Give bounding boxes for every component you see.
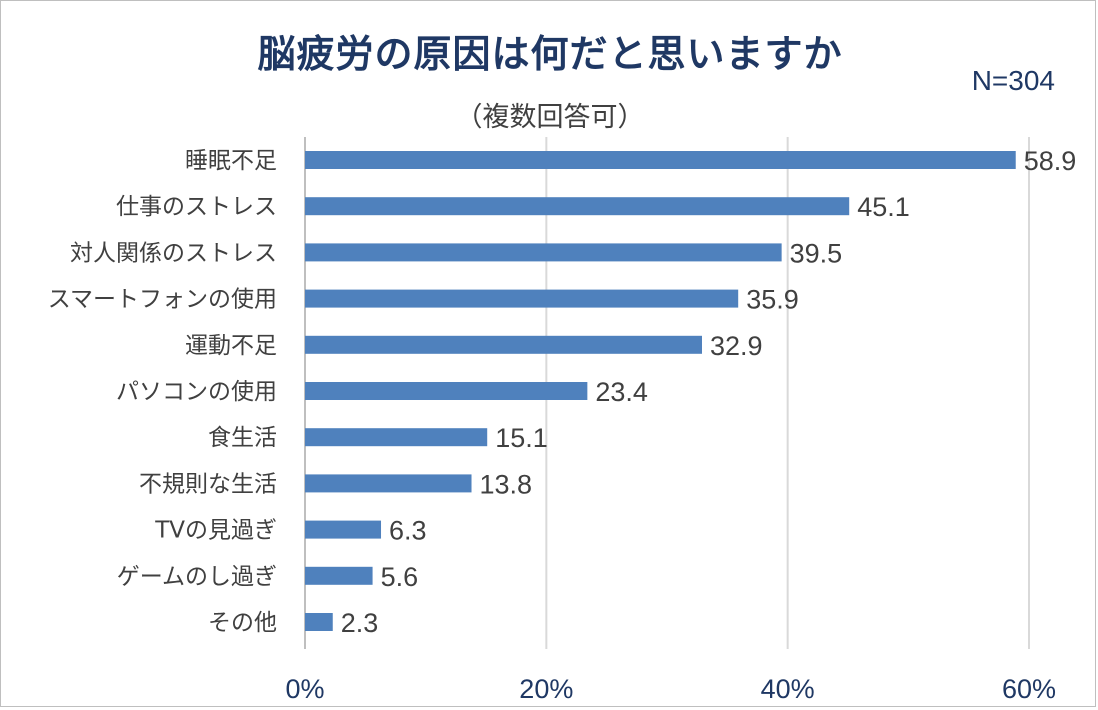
bar: [305, 289, 739, 308]
bar: [305, 335, 702, 354]
value-label: 58.9: [1024, 146, 1077, 176]
x-tick-label: 20%: [519, 674, 573, 704]
value-label: 5.6: [381, 562, 419, 592]
value-label: 6.3: [389, 516, 427, 546]
category-label: 仕事のストレス: [116, 194, 277, 220]
category-label: 運動不足: [185, 333, 277, 359]
bar: [305, 428, 488, 447]
bar: [305, 474, 472, 493]
sample-size-label: N=304: [971, 65, 1055, 96]
x-tick-label: 0%: [285, 674, 324, 704]
bar: [305, 197, 850, 216]
category-label: パソコンの使用: [116, 379, 277, 405]
category-label: 食生活: [208, 425, 277, 451]
category-label: ゲームのし過ぎ: [117, 564, 277, 590]
category-label: 睡眠不足: [185, 148, 277, 174]
x-tick-label: 40%: [761, 674, 815, 704]
bar: [305, 566, 373, 585]
value-label: 2.3: [341, 608, 379, 638]
value-label: 35.9: [746, 285, 799, 315]
bar: [305, 151, 1016, 169]
category-label: スマートフォンの使用: [48, 287, 277, 313]
bar: [305, 613, 333, 631]
value-label: 39.5: [790, 238, 843, 268]
chart-title: 脳疲労の原因は何だと思いますか: [257, 32, 843, 76]
value-label: 23.4: [595, 377, 648, 407]
value-label: 15.1: [495, 423, 548, 453]
bar: [305, 382, 588, 400]
bar: [305, 520, 382, 539]
category-label: 不規則な生活: [139, 471, 277, 497]
value-label: 13.8: [480, 469, 533, 499]
value-label: 45.1: [857, 192, 910, 222]
x-tick-label: 60%: [1002, 674, 1056, 704]
category-label: TVの見過ぎ: [154, 518, 277, 544]
bar: [305, 243, 782, 262]
category-label: 対人関係のストレス: [70, 240, 277, 266]
category-label: その他: [208, 610, 277, 636]
chart-subtitle: （複数回答可）: [455, 102, 645, 133]
value-label: 32.9: [710, 331, 763, 361]
